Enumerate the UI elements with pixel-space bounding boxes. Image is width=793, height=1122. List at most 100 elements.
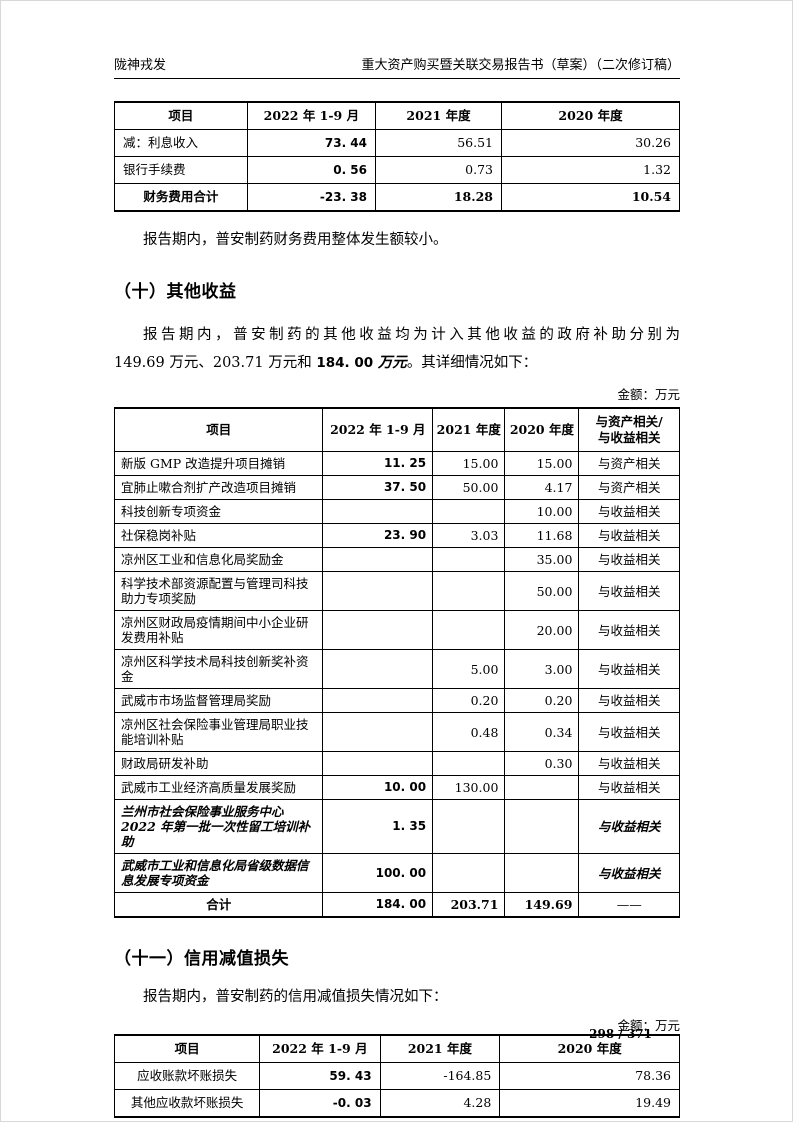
column-header: 与资产相关/与收益相关 <box>578 407 680 452</box>
table-row: 银行手续费 0. 56 0.73 1.32 <box>114 156 680 184</box>
table-cell: 凉州区科学技术局科技创新奖补资金 <box>113 649 324 689</box>
finance-expense-table: 项目 2022 年 1-9 月 2021 年度 2020 年度 减：利息收入 73. 44… <box>114 101 680 212</box>
table-cell <box>322 547 434 572</box>
table-cell <box>322 499 434 524</box>
table-cell: 0.20 <box>504 688 580 713</box>
table-cell: 合计 <box>113 892 324 918</box>
other-income-table: 项目 2022 年 1-9 月 2021 年度 2020 年度 与资产相关/与收益相关新… <box>113 407 680 918</box>
doc-header-title: 重大资产购买暨关联交易报告书（草案）（二次修订稿） <box>361 58 680 73</box>
table-row: 其他应收款坏账损失 -0. 03 4.28 19.49 <box>113 1089 680 1118</box>
table-cell: 与资产相关 <box>578 451 680 476</box>
table-row: 合计 184. 00 203.71 149.69 —— <box>113 892 680 918</box>
table-cell: 0.73 <box>375 156 502 184</box>
table-cell: 财务费用合计 <box>114 183 248 212</box>
table-cell <box>504 775 580 800</box>
table-cell: 凉州区财政局疫情期间中小企业研发费用补贴 <box>113 610 324 650</box>
table-row: 科学技术部资源配置与管理司科技助力专项奖励 50.00 与收益相关 <box>113 571 680 611</box>
table-cell: 武威市工业经济高质量发展奖励 <box>113 775 324 800</box>
table-cell: 应收账款坏账损失 <box>113 1062 261 1090</box>
table-cell: -164.85 <box>379 1062 501 1090</box>
table-row: 财政局研发补助 0.30 与收益相关 <box>113 751 680 776</box>
table-cell: 11. 25 <box>322 451 434 476</box>
table-cell: 11.68 <box>504 523 580 548</box>
table-cell: 50.00 <box>432 475 506 500</box>
table-cell: 56.51 <box>375 129 502 157</box>
table-row: 科技创新专项资金 10.00 与收益相关 <box>113 499 680 524</box>
table-cell: 4.17 <box>504 475 580 500</box>
doc-header-company: 陇神戎发 <box>114 58 167 73</box>
table-cell: 凉州区社会保险事业管理局职业技能培训补贴 <box>113 712 324 752</box>
table-cell: 78.36 <box>499 1062 680 1090</box>
text-segment: 。其详细情况如下： <box>406 355 538 371</box>
column-header: 项目 <box>113 407 324 452</box>
table-cell <box>432 799 506 854</box>
table-cell <box>432 499 506 524</box>
table-cell: 科技创新专项资金 <box>113 499 324 524</box>
unit-label: 金额：万元 <box>617 1018 680 1033</box>
table-row: 宜肺止嗽合剂扩产改造项目摊销 37. 50 50.00 4.17 与资产相关 <box>113 475 680 500</box>
table-cell: 18.28 <box>375 183 502 212</box>
table-cell: 与收益相关 <box>578 751 680 776</box>
section-heading-credit-impairment: （十一）信用减值损失 <box>114 949 289 969</box>
table-cell: 203.71 <box>432 892 506 918</box>
table-cell: 兰州市社会保险事业服务中心 2022 年第一批一次性留工培训补助 <box>113 799 324 854</box>
column-header: 2020 年度 <box>499 1034 680 1063</box>
bold-amount-unit: 万元 <box>377 354 407 371</box>
table-cell: 与收益相关 <box>578 547 680 572</box>
table-cell: 100. 00 <box>322 853 434 893</box>
table-cell: 19.49 <box>499 1089 680 1118</box>
table-cell: 宜肺止嗽合剂扩产改造项目摊销 <box>113 475 324 500</box>
table-cell: 武威市工业和信息化局省级数据信息发展专项资金 <box>113 853 324 893</box>
table-cell: 与收益相关 <box>578 775 680 800</box>
table-cell <box>432 547 506 572</box>
header-row: 项目 2022 年 1-9 月 2021 年度 2020 年度 <box>113 1034 680 1063</box>
table-cell <box>432 571 506 611</box>
column-header: 2022 年 1-9 月 <box>322 407 434 452</box>
table-cell <box>322 688 434 713</box>
paragraph-other-income: 报告期内，普安制药的其他收益均为计入其他收益的政府补助分别为 149.69 万元… <box>114 322 680 377</box>
table-cell <box>322 751 434 776</box>
table-cell: 20.00 <box>504 610 580 650</box>
table-cell: 4.28 <box>379 1089 501 1118</box>
paragraph-line: 报告期内，普安制药的其他收益均为计入其他收益的政府补助分别为 <box>143 327 680 343</box>
table-cell: 与收益相关 <box>578 688 680 713</box>
table-cell: 0.48 <box>432 712 506 752</box>
table-cell: 10.00 <box>504 499 580 524</box>
column-header: 2020 年度 <box>501 101 680 130</box>
table-cell: -0. 03 <box>259 1089 381 1118</box>
table-cell: 10. 00 <box>322 775 434 800</box>
table-cell: 0.20 <box>432 688 506 713</box>
table-cell: 社保稳岗补贴 <box>113 523 324 548</box>
table-cell: 130.00 <box>432 775 506 800</box>
table-cell: 财政局研发补助 <box>113 751 324 776</box>
column-header: 2021 年度 <box>379 1034 501 1063</box>
table-cell: 与资产相关 <box>578 475 680 500</box>
credit-impairment-table: 项目 2022 年 1-9 月 2021 年度 2020 年度 应收账款坏账损失 59. … <box>113 1034 680 1118</box>
header-row: 项目 2022 年 1-9 月 2021 年度 2020 年度 与资产相关/与收益相关 <box>113 407 680 452</box>
column-header: 2021 年度 <box>375 101 502 130</box>
table-row: 凉州区工业和信息化局奖励金 35.00 与收益相关 <box>113 547 680 572</box>
table-cell <box>322 610 434 650</box>
table-cell: 武威市市场监督管理局奖励 <box>113 688 324 713</box>
table-cell: 与收益相关 <box>578 853 680 893</box>
table-row: 社保稳岗补贴 23. 90 3.03 11.68 与收益相关 <box>113 523 680 548</box>
table-cell: 35.00 <box>504 547 580 572</box>
table-cell: 37. 50 <box>322 475 434 500</box>
table-cell: 0. 56 <box>246 156 377 184</box>
table-row: 应收账款坏账损失 59. 43 -164.85 78.36 <box>113 1062 680 1090</box>
table-cell <box>322 712 434 752</box>
table-cell: 1.32 <box>501 156 680 184</box>
section-heading-other-income: （十）其他收益 <box>114 282 237 302</box>
table-cell: 与收益相关 <box>578 523 680 548</box>
column-header: 2021 年度 <box>432 407 506 452</box>
table-cell: 与收益相关 <box>578 610 680 650</box>
table-cell: 与收益相关 <box>578 499 680 524</box>
table-cell <box>432 853 506 893</box>
table-cell: 184. 00 <box>322 892 434 918</box>
table-row: 凉州区社会保险事业管理局职业技能培训补贴 0.48 0.34 与收益相关 <box>113 712 680 752</box>
bold-amount: 184. 00 <box>316 355 378 371</box>
column-header: 2022 年 1-9 月 <box>246 101 377 130</box>
table-row: 新版 GMP 改造提升项目摊销 11. 25 15.00 15.00 与资产相关 <box>113 451 680 476</box>
table-row: 凉州区财政局疫情期间中小企业研发费用补贴 20.00 与收益相关 <box>113 610 680 650</box>
